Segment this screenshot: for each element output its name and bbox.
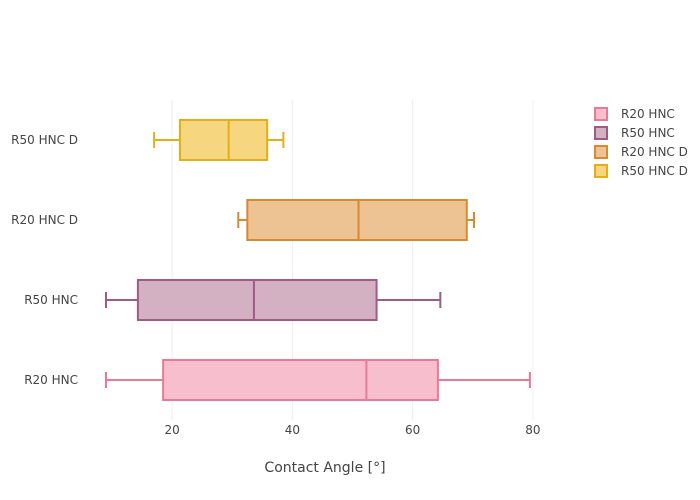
x-tick-label-20: 20 — [165, 423, 180, 437]
legend-swatch-r50-hnc-d — [594, 164, 608, 178]
x-tick-label-80: 80 — [525, 423, 540, 437]
y-category-label-r50-hnc-d: R50 HNC D — [11, 133, 78, 147]
legend-item-r50-hnc[interactable]: R50 HNC — [594, 126, 675, 140]
box-iqr — [136, 279, 378, 321]
x-axis-ticks: 20 40 60 80 — [165, 423, 541, 437]
box-iqr — [246, 199, 468, 241]
legend-item-r20-hnc-d[interactable]: R20 HNC D — [594, 145, 688, 159]
x-tick-label-60: 60 — [405, 423, 420, 437]
x-axis-title: Contact Angle [°] — [264, 460, 385, 476]
legend[interactable]: R20 HNC R50 HNC R20 HNC D R50 HNC D — [594, 107, 688, 178]
y-category-label-r20-hnc: R20 HNC — [24, 373, 78, 387]
legend-label-r20-hnc: R20 HNC — [621, 107, 675, 121]
legend-label-r20-hnc-d: R20 HNC D — [621, 145, 688, 159]
box-r20-hnc — [105, 359, 531, 401]
y-category-label-r20-hnc-d: R20 HNC D — [11, 213, 78, 227]
box-iqr — [162, 359, 439, 401]
box-r20-hnc-d — [237, 199, 475, 241]
legend-item-r20-hnc[interactable]: R20 HNC — [594, 107, 675, 121]
box-r50-hnc — [105, 279, 442, 321]
y-category-labels: R20 HNC R50 HNC R20 HNC D R50 HNC D — [11, 133, 78, 387]
x-tick-label-40: 40 — [285, 423, 300, 437]
legend-swatch-r50-hnc — [594, 126, 608, 140]
legend-swatch-r20-hnc — [594, 107, 608, 121]
legend-label-r50-hnc-d: R50 HNC D — [621, 164, 688, 178]
y-category-label-r50-hnc: R50 HNC — [24, 293, 78, 307]
box-r50-hnc-d — [153, 119, 285, 161]
legend-item-r50-hnc-d[interactable]: R50 HNC D — [594, 164, 688, 178]
box-plot-area — [105, 119, 531, 401]
legend-label-r50-hnc: R50 HNC — [621, 126, 675, 140]
box-iqr — [178, 119, 269, 161]
legend-swatch-r20-hnc-d — [594, 145, 608, 159]
